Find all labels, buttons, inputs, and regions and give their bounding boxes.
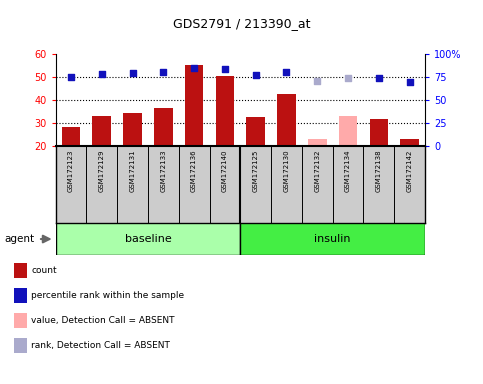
Point (283, 69, 290, 75)
Point (190, 65, 198, 71)
Bar (185, 65, 203, 146)
Point (344, 74, 352, 81)
Point (375, 74, 383, 81)
Text: GSM172134: GSM172134 (345, 150, 351, 192)
Bar (92, 116, 111, 146)
Bar (123, 113, 142, 146)
Text: GSM172140: GSM172140 (222, 150, 228, 192)
Text: baseline: baseline (125, 234, 171, 244)
Text: GSM172129: GSM172129 (99, 150, 105, 192)
Point (221, 66, 229, 73)
Point (128, 70, 136, 76)
Text: GSM172136: GSM172136 (191, 150, 197, 192)
Bar (215, 76, 234, 146)
Text: GSM172130: GSM172130 (284, 150, 289, 192)
Point (98, 71, 106, 77)
Text: count: count (31, 266, 57, 275)
Point (67, 74, 75, 80)
Text: GSM172131: GSM172131 (129, 150, 136, 192)
Text: GSM172133: GSM172133 (160, 150, 166, 192)
Text: GDS2791 / 213390_at: GDS2791 / 213390_at (173, 17, 310, 30)
FancyBboxPatch shape (240, 223, 425, 255)
FancyBboxPatch shape (56, 223, 240, 255)
Point (252, 72, 259, 78)
Bar (308, 139, 327, 146)
Point (406, 79, 413, 85)
Text: insulin: insulin (314, 234, 351, 244)
Point (159, 69, 167, 75)
Text: GSM172138: GSM172138 (376, 150, 382, 192)
Bar (369, 119, 388, 146)
Bar (246, 117, 265, 146)
Text: GSM172142: GSM172142 (407, 150, 412, 192)
Text: percentile rank within the sample: percentile rank within the sample (31, 291, 185, 300)
Bar (62, 127, 80, 146)
Bar (277, 94, 296, 146)
Bar (154, 108, 172, 146)
Bar (400, 139, 419, 146)
Bar (339, 116, 357, 146)
Text: GSM172123: GSM172123 (68, 150, 74, 192)
Text: agent: agent (5, 234, 35, 244)
Text: value, Detection Call = ABSENT: value, Detection Call = ABSENT (31, 316, 175, 325)
Text: rank, Detection Call = ABSENT: rank, Detection Call = ABSENT (31, 341, 170, 350)
Text: GSM172125: GSM172125 (253, 150, 259, 192)
Point (313, 78, 321, 84)
Text: GSM172132: GSM172132 (314, 150, 320, 192)
